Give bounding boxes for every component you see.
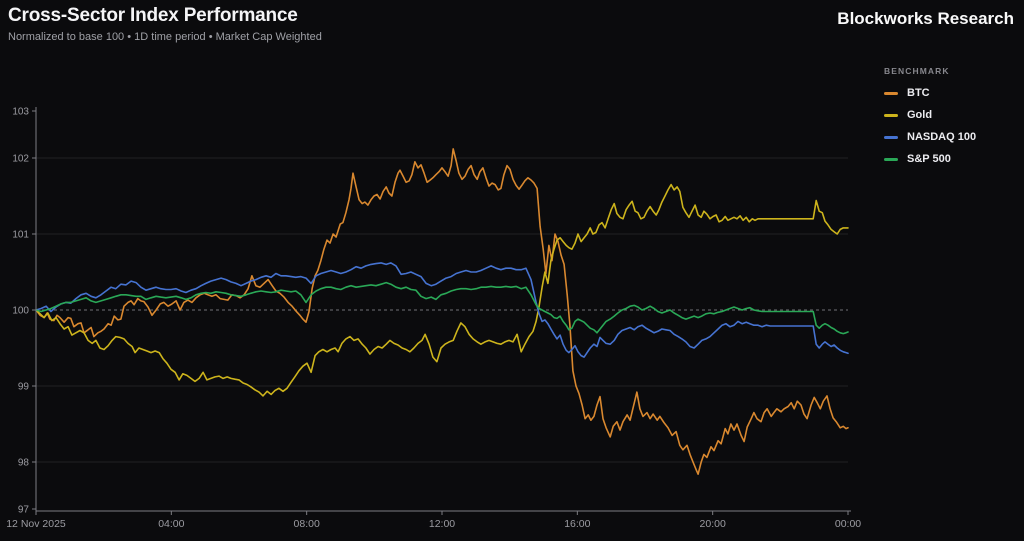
axes: 103 102 101 100 99 98 97 12 Nov 2025 04:00 08:00 1…	[6, 107, 861, 531]
page-subtitle: Normalized to base 100 • 1D time period …	[8, 31, 322, 43]
legend-item-gold[interactable]: Gold	[884, 110, 1020, 121]
y-tick-label: 98	[18, 458, 30, 469]
series-line-gold	[35, 183, 849, 397]
legend-item-btc[interactable]: BTC	[884, 88, 1020, 99]
benchmark-legend: BENCHMARK BTC Gold NASDAQ 100 S&P 500	[884, 66, 1020, 176]
legend-item-nasdaq-100[interactable]: NASDAQ 100	[884, 132, 1020, 143]
series-line-s-p-500	[35, 281, 849, 335]
legend-swatch-gold	[884, 114, 898, 117]
legend-swatch-nasdaq-100	[884, 136, 898, 139]
legend-label-nasdaq-100: NASDAQ 100	[907, 131, 977, 143]
grid-lines	[36, 157, 848, 463]
x-tick-label: 12:00	[429, 518, 455, 530]
legend-swatch-btc	[884, 92, 898, 95]
legend-label-s-p-500: S&P 500	[907, 153, 951, 165]
legend-label-gold: Gold	[907, 109, 933, 121]
legend-item-s-p-500[interactable]: S&P 500	[884, 154, 1020, 165]
legend-label-btc: BTC	[907, 87, 930, 99]
series-line-nasdaq-100	[35, 262, 849, 358]
x-tick-label: 16:00	[564, 518, 590, 530]
legend-swatch-s-p-500	[884, 158, 898, 161]
brand-logo: Blockworks Research	[837, 9, 1014, 28]
x-tick-label: 00:00	[835, 518, 861, 530]
legend-title: BENCHMARK	[884, 66, 950, 76]
x-tick-label: 08:00	[294, 518, 320, 530]
page-title: Cross-Sector Index Performance	[8, 5, 298, 26]
x-tick-label: 04:00	[158, 518, 184, 530]
y-tick-label: 103	[12, 107, 29, 118]
series-lines	[35, 148, 849, 476]
y-tick-label: 102	[12, 154, 29, 165]
y-tick-label: 100	[12, 306, 29, 317]
y-tick-label: 99	[18, 382, 30, 393]
legend-items: BTC Gold NASDAQ 100 S&P 500	[884, 88, 1020, 165]
x-tick-label: 12 Nov 2025	[6, 518, 66, 530]
x-tick-label: 20:00	[700, 518, 726, 530]
y-tick-label: 101	[12, 230, 29, 241]
series-line-btc	[35, 148, 849, 476]
y-tick-label: 97	[18, 505, 30, 516]
